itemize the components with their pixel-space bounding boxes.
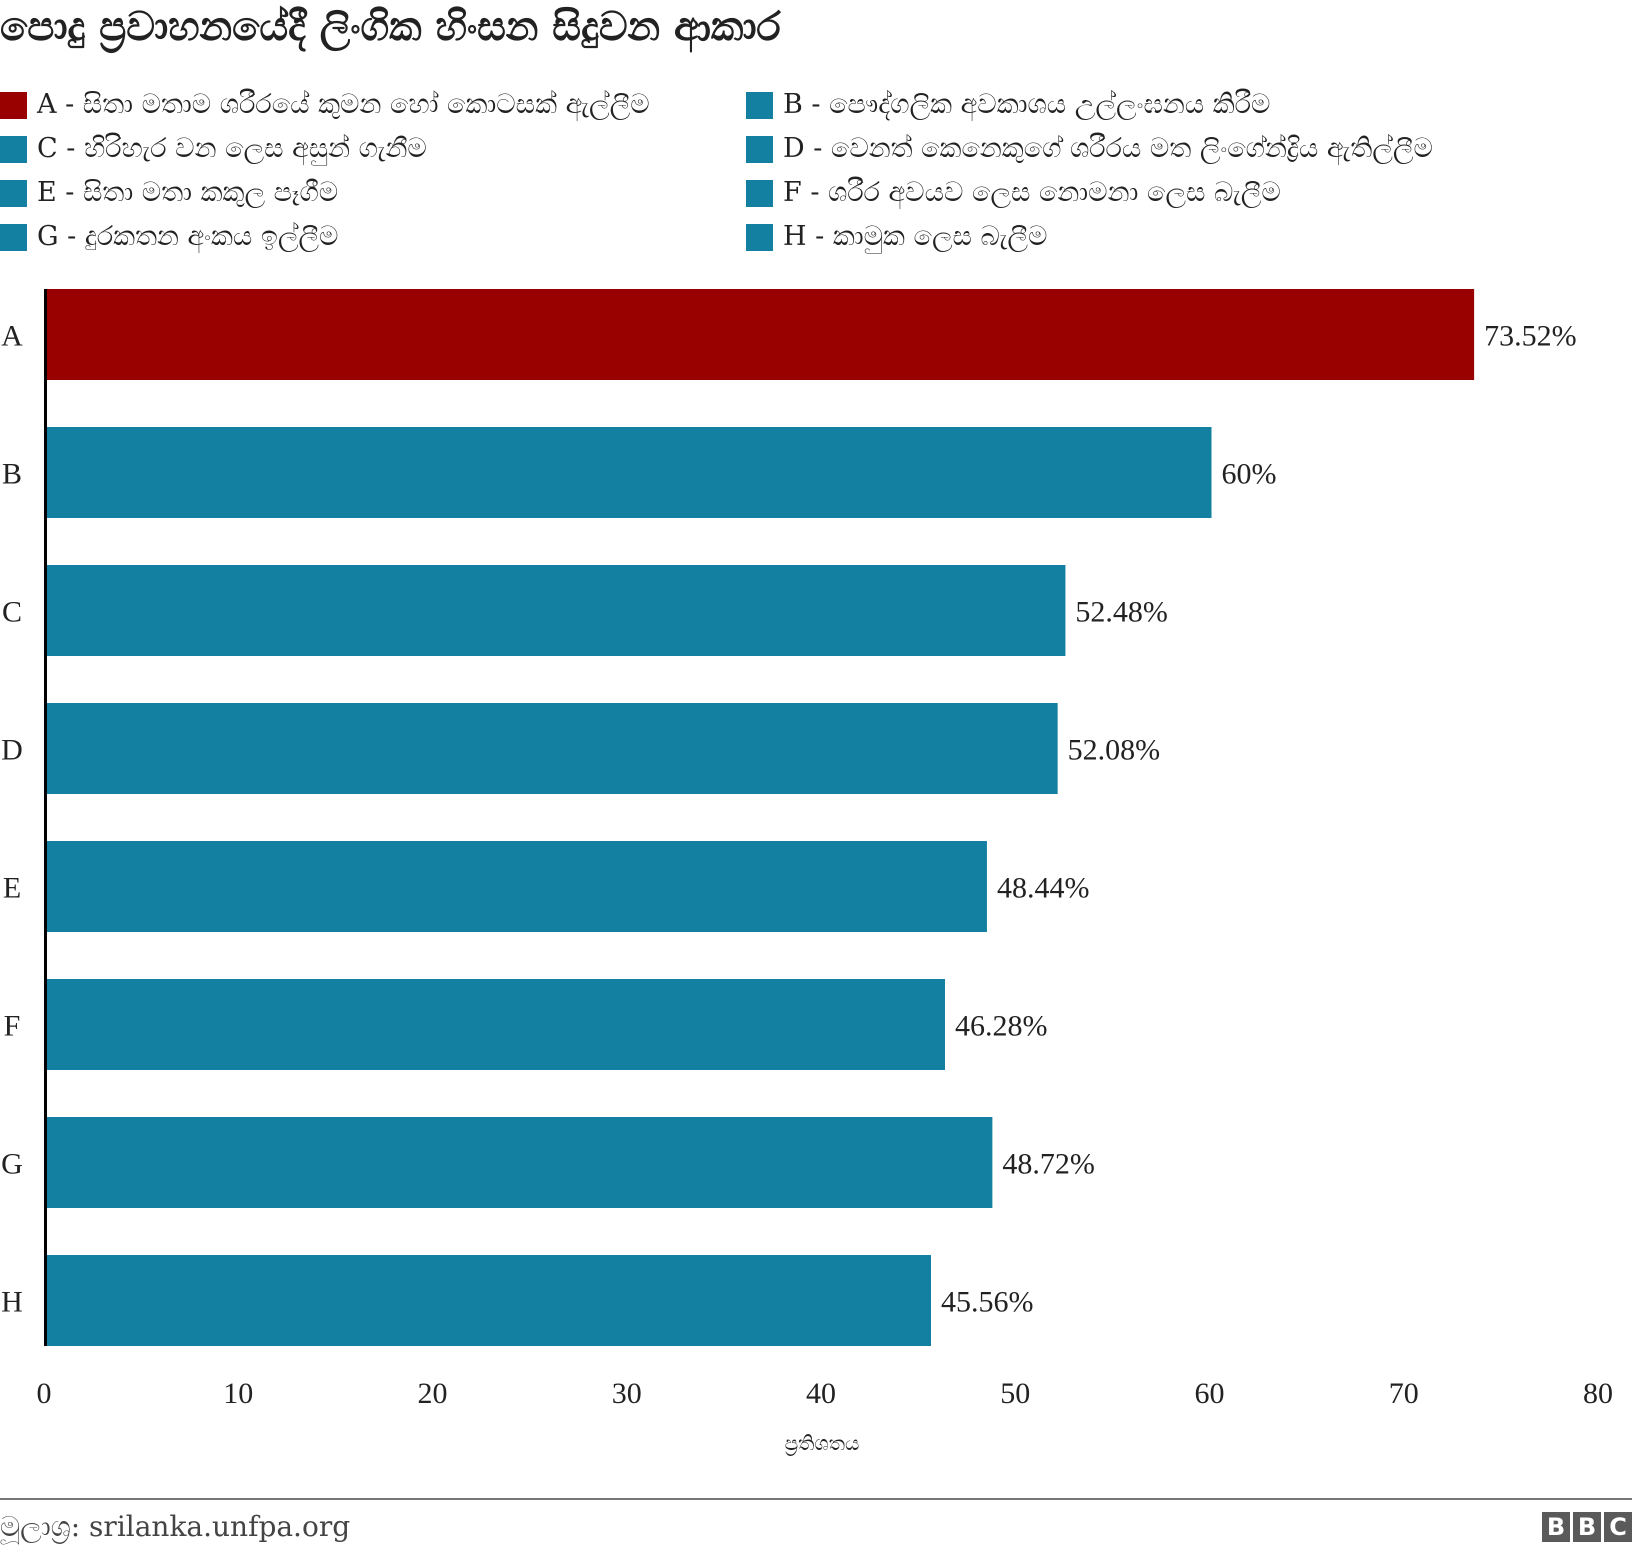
- category-label: E: [3, 872, 21, 905]
- value-label: 52.08%: [1068, 734, 1161, 767]
- legend-item-e: E - සිතා මතා කකුල පෑගීම: [0, 176, 338, 210]
- value-label: 73.52%: [1484, 320, 1577, 353]
- legend-swatch: [0, 223, 27, 251]
- legend-swatch: [746, 91, 773, 119]
- value-label: 45.56%: [941, 1286, 1033, 1319]
- bar-d: [46, 703, 1058, 794]
- legend-label: E - සිතා මතා කකුල පෑගීම: [37, 177, 339, 208]
- legend-label: D - වෙනත් කෙනෙකුගේ ශරීරය මත ලිංගේන්ද්‍රි…: [783, 133, 1433, 164]
- category-label: F: [4, 1010, 21, 1043]
- chart-title: පොදු ප්‍රවාහනයේදී ලිංගික හිංසන සිදුවන ආක…: [0, 4, 781, 50]
- legend-item-h: H - කාමුක ලෙස බැලීම: [746, 220, 1047, 254]
- value-label: 52.48%: [1075, 596, 1168, 629]
- legend-item-g: G - දුරකතන අංකය ඉල්ලීම: [0, 220, 338, 254]
- value-label: 60%: [1222, 458, 1277, 491]
- legend-item-b: B - පෞද්ගලික අවකාශය උල්ලංඝනය කිරීම: [746, 88, 1270, 122]
- bar-e: [46, 841, 987, 932]
- category-label: C: [2, 596, 22, 629]
- legend-label: F - ශරීර අවයව ලෙස නොමනා ලෙස බැලීම: [783, 177, 1281, 208]
- legend-swatch: [0, 135, 27, 163]
- category-label: H: [1, 1286, 23, 1319]
- x-axis-label: ප්‍රතිශතය: [785, 1431, 860, 1457]
- x-tick-label: 60: [1195, 1377, 1225, 1410]
- bbc-logo-letter: B: [1573, 1512, 1601, 1542]
- bar-b: [46, 427, 1212, 518]
- x-tick-label: 10: [223, 1377, 253, 1410]
- x-tick-label: 50: [1000, 1377, 1030, 1410]
- bar-chart: A 73.52% B 60% C 52.48% D 52.08% E 48.44% F 46.28% G…: [1, 289, 1613, 1457]
- category-label: D: [1, 734, 23, 767]
- legend-swatch: [746, 135, 773, 163]
- x-tick-label: 70: [1389, 1377, 1419, 1410]
- bbc-logo-letter: B: [1542, 1512, 1570, 1542]
- bar-h: [46, 1255, 932, 1346]
- bar-f: [46, 979, 945, 1070]
- category-label: B: [2, 458, 22, 491]
- x-tick-label: 20: [418, 1377, 448, 1410]
- bar-c: [46, 565, 1066, 656]
- legend-item-f: F - ශරීර අවයව ලෙස නොමනා ලෙස බැලීම: [746, 176, 1281, 210]
- category-label: A: [1, 320, 23, 353]
- x-tick-label: 80: [1583, 1377, 1613, 1410]
- legend-item-d: D - වෙනත් කෙනෙකුගේ ශරීරය මත ලිංගේන්ද්‍රි…: [746, 132, 1433, 166]
- x-tick-label: 0: [37, 1377, 52, 1410]
- legend-swatch: [0, 179, 27, 207]
- bbc-logo-letter: C: [1604, 1512, 1632, 1542]
- legend-swatch: [746, 223, 773, 251]
- category-label: G: [1, 1148, 23, 1181]
- value-label: 48.44%: [997, 872, 1090, 905]
- x-tick-label: 30: [612, 1377, 642, 1410]
- legend-item-c: C - හිරිහැර වන ලෙස අසුන් ගැනීම: [0, 132, 427, 166]
- value-label: 48.72%: [1002, 1148, 1095, 1181]
- bar-a: [46, 289, 1475, 380]
- legend-item-a: A - සිතා මතාම ශරීරයේ කුමන හෝ කොටසක් ඇල්ල…: [0, 88, 650, 122]
- legend-label: G - දුරකතන අංකය ඉල්ලීම: [37, 221, 339, 252]
- bbc-logo: B B C: [1542, 1512, 1632, 1542]
- source-text: මූලාශ්‍ර: srilanka.unfpa.org: [0, 1510, 351, 1543]
- value-label: 46.28%: [955, 1010, 1048, 1043]
- legend-label: C - හිරිහැර වන ලෙස අසුන් ගැනීම: [37, 133, 427, 164]
- legend-label: A - සිතා මතාම ශරීරයේ කුමන හෝ කොටසක් ඇල්ල…: [37, 89, 650, 120]
- x-tick-label: 40: [806, 1377, 836, 1410]
- legend-swatch: [0, 91, 27, 119]
- legend-label: H - කාමුක ලෙස බැලීම: [783, 221, 1048, 252]
- footer-divider: [0, 1498, 1632, 1500]
- legend: A - සිතා මතාම ශරීරයේ කුමන හෝ කොටසක් ඇල්ල…: [0, 88, 1632, 268]
- bar-g: [46, 1117, 993, 1208]
- legend-label: B - පෞද්ගලික අවකාශය උල්ලංඝනය කිරීම: [783, 89, 1271, 120]
- legend-swatch: [746, 179, 773, 207]
